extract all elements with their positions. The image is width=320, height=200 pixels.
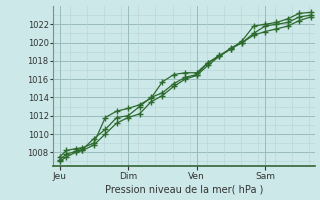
X-axis label: Pression niveau de la mer( hPa ): Pression niveau de la mer( hPa ) xyxy=(105,185,263,195)
